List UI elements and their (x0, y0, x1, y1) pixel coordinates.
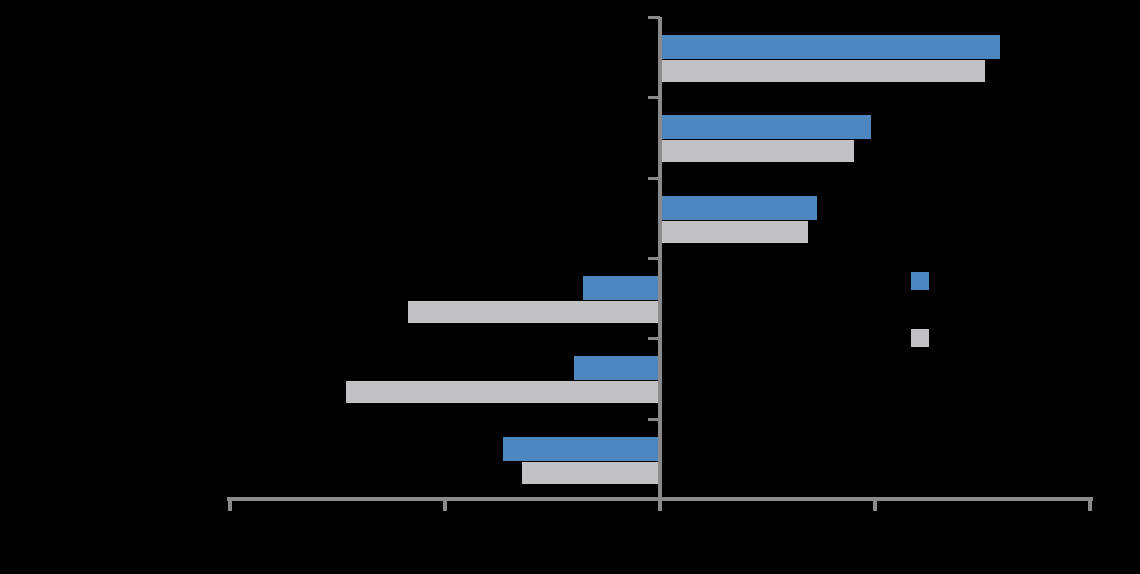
bar-series1-row6 (503, 436, 660, 461)
x-axis-tick (873, 497, 877, 511)
y-axis-tick (648, 96, 660, 100)
y-axis-tick (648, 337, 660, 341)
y-axis-tick (648, 16, 660, 19)
x-axis-tick (443, 497, 447, 511)
bar-series1-row4 (582, 275, 660, 300)
x-axis-tick (1088, 497, 1092, 511)
bar-series1-row5 (574, 356, 660, 381)
bar-series2-row6 (522, 461, 660, 484)
bar-series2-row1 (660, 60, 985, 82)
bar-series2-row4 (408, 300, 660, 323)
bar-series2-row2 (660, 140, 854, 163)
y-axis-tick (648, 256, 660, 260)
x-axis-tick (228, 497, 232, 511)
bar-series2-row5 (346, 381, 660, 404)
bar-series1-row2 (660, 115, 871, 140)
y-axis-tick (648, 417, 660, 421)
bar-series2-row3 (660, 220, 809, 243)
legend-swatch-series2 (911, 329, 929, 347)
bar-series1-row3 (660, 195, 817, 220)
x-axis-tick (658, 497, 662, 511)
legend-swatch-series1 (911, 272, 929, 290)
bar-series1-row1 (660, 35, 1000, 59)
y-axis-tick (648, 176, 660, 180)
y-axis-line (658, 17, 662, 501)
